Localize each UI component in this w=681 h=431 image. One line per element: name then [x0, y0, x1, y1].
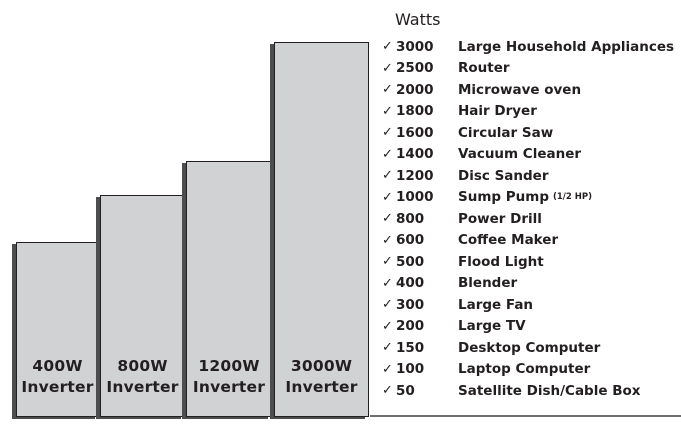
- checkmark-icon: ✓: [382, 297, 393, 312]
- appliance-watts: 2000: [396, 81, 434, 98]
- appliance-row: ✓ 2000 Microwave oven: [382, 79, 581, 100]
- bar-label-bottom: Inverter: [285, 378, 358, 396]
- bar-label-bottom: Inverter: [192, 378, 266, 396]
- appliance-name: Hair Dryer: [458, 103, 537, 119]
- appliance-name: Flood Light: [458, 253, 544, 270]
- checkmark-icon: ✓: [382, 103, 393, 119]
- checkmark-icon: ✓: [382, 189, 393, 205]
- appliance-watts: 3000: [396, 38, 434, 55]
- appliance-name: Vacuum Cleaner: [458, 146, 582, 162]
- appliance-watts: 400: [396, 275, 425, 291]
- appliance-row: ✓ 800 Power Drill: [382, 208, 542, 229]
- appliance-row: ✓ 1600 Circular Saw: [382, 122, 553, 143]
- appliance-name: Microwave oven: [458, 81, 582, 98]
- appliance-watts: 50: [396, 382, 415, 399]
- bar-label-bottom: Inverter: [21, 378, 94, 396]
- bar-1200w-inverter: 1200W Inverter: [186, 161, 272, 417]
- appliance-note: (1/2 HP): [553, 192, 593, 202]
- bar-label-bottom: Inverter: [106, 378, 179, 396]
- checkmark-icon: ✓: [382, 82, 393, 97]
- checkmark-icon: ✓: [382, 361, 393, 377]
- checkmark-icon: ✓: [382, 254, 393, 269]
- appliance-name: Circular Saw: [458, 124, 554, 141]
- bar-400w-inverter: 400W Inverter: [16, 242, 99, 417]
- appliance-name: Sump Pump: [458, 189, 549, 205]
- bar-label-top: 800W: [117, 357, 168, 375]
- appliance-watts: 1000: [396, 189, 434, 205]
- appliance-row: ✓ 500 Flood Light: [382, 251, 544, 272]
- appliance-name: Large Household Appliances: [458, 38, 675, 55]
- appliance-name: Laptop Computer: [458, 361, 591, 377]
- appliance-row: ✓ 1200 Disc Sander: [382, 165, 549, 186]
- checkmark-icon: ✓: [382, 125, 393, 140]
- appliance-watts: 1600: [396, 124, 434, 141]
- appliance-row: ✓ 1800 Hair Dryer: [382, 101, 537, 122]
- appliance-row: ✓ 1400 Vacuum Cleaner: [382, 144, 581, 165]
- appliance-name: Desktop Computer: [458, 339, 601, 356]
- appliance-row: ✓ 1000 Sump Pump (1/2 HP): [382, 187, 592, 208]
- appliance-row: ✓ 100 Laptop Computer: [382, 359, 590, 380]
- appliance-row: ✓ 2500 Router: [382, 58, 510, 79]
- checkmark-icon: ✓: [382, 60, 393, 76]
- appliance-row: ✓ 150 Desktop Computer: [382, 337, 600, 358]
- bar-label-top: 3000W: [290, 357, 353, 375]
- appliance-row: ✓ 3000 Large Household Appliances: [382, 36, 674, 57]
- appliance-watts: 800: [396, 210, 425, 227]
- appliance-row: ✓ 400 Blender: [382, 273, 517, 294]
- appliance-watts: 1400: [396, 146, 434, 162]
- checkmark-icon: ✓: [382, 275, 393, 291]
- appliance-name: Coffee Maker: [458, 232, 559, 248]
- appliance-row: ✓ 300 Large Fan: [382, 294, 533, 315]
- checkmark-icon: ✓: [382, 383, 393, 398]
- bar-label-top: 1200W: [198, 357, 260, 375]
- appliance-row: ✓ 50 Satellite Dish/Cable Box: [382, 380, 640, 401]
- appliance-watts: 100: [396, 361, 425, 377]
- bar-800w-inverter: 800W Inverter: [100, 195, 185, 417]
- checkmark-icon: ✓: [382, 146, 393, 162]
- baseline-divider: [370, 415, 681, 417]
- appliance-watts: 1800: [396, 103, 434, 119]
- appliance-watts: 500: [396, 253, 425, 270]
- appliance-name: Large TV: [458, 318, 526, 334]
- appliance-name: Disc Sander: [458, 167, 549, 184]
- appliance-row: ✓ 200 Large TV: [382, 316, 526, 337]
- appliance-name: Power Drill: [458, 210, 542, 227]
- appliance-name: Satellite Dish/Cable Box: [458, 382, 641, 399]
- appliance-watts: 300: [396, 296, 425, 313]
- bar-3000w-inverter: 3000W Inverter: [274, 42, 369, 417]
- appliance-watts: 200: [396, 318, 425, 334]
- appliance-name: Large Fan: [458, 296, 534, 313]
- checkmark-icon: ✓: [382, 39, 393, 54]
- bar-label-top: 400W: [32, 357, 83, 375]
- checkmark-icon: ✓: [382, 232, 393, 248]
- appliance-watts: 1200: [396, 167, 434, 184]
- appliance-row: ✓ 600 Coffee Maker: [382, 230, 558, 251]
- appliance-name: Blender: [458, 275, 518, 291]
- appliance-watts: 600: [396, 232, 425, 248]
- appliance-watts: 2500: [396, 60, 434, 76]
- checkmark-icon: ✓: [382, 318, 393, 334]
- checkmark-icon: ✓: [382, 211, 393, 226]
- checkmark-icon: ✓: [382, 340, 393, 355]
- appliance-name: Router: [458, 60, 510, 76]
- checkmark-icon: ✓: [382, 168, 393, 183]
- watts-header: Watts: [395, 10, 441, 29]
- appliance-watts: 150: [396, 339, 425, 356]
